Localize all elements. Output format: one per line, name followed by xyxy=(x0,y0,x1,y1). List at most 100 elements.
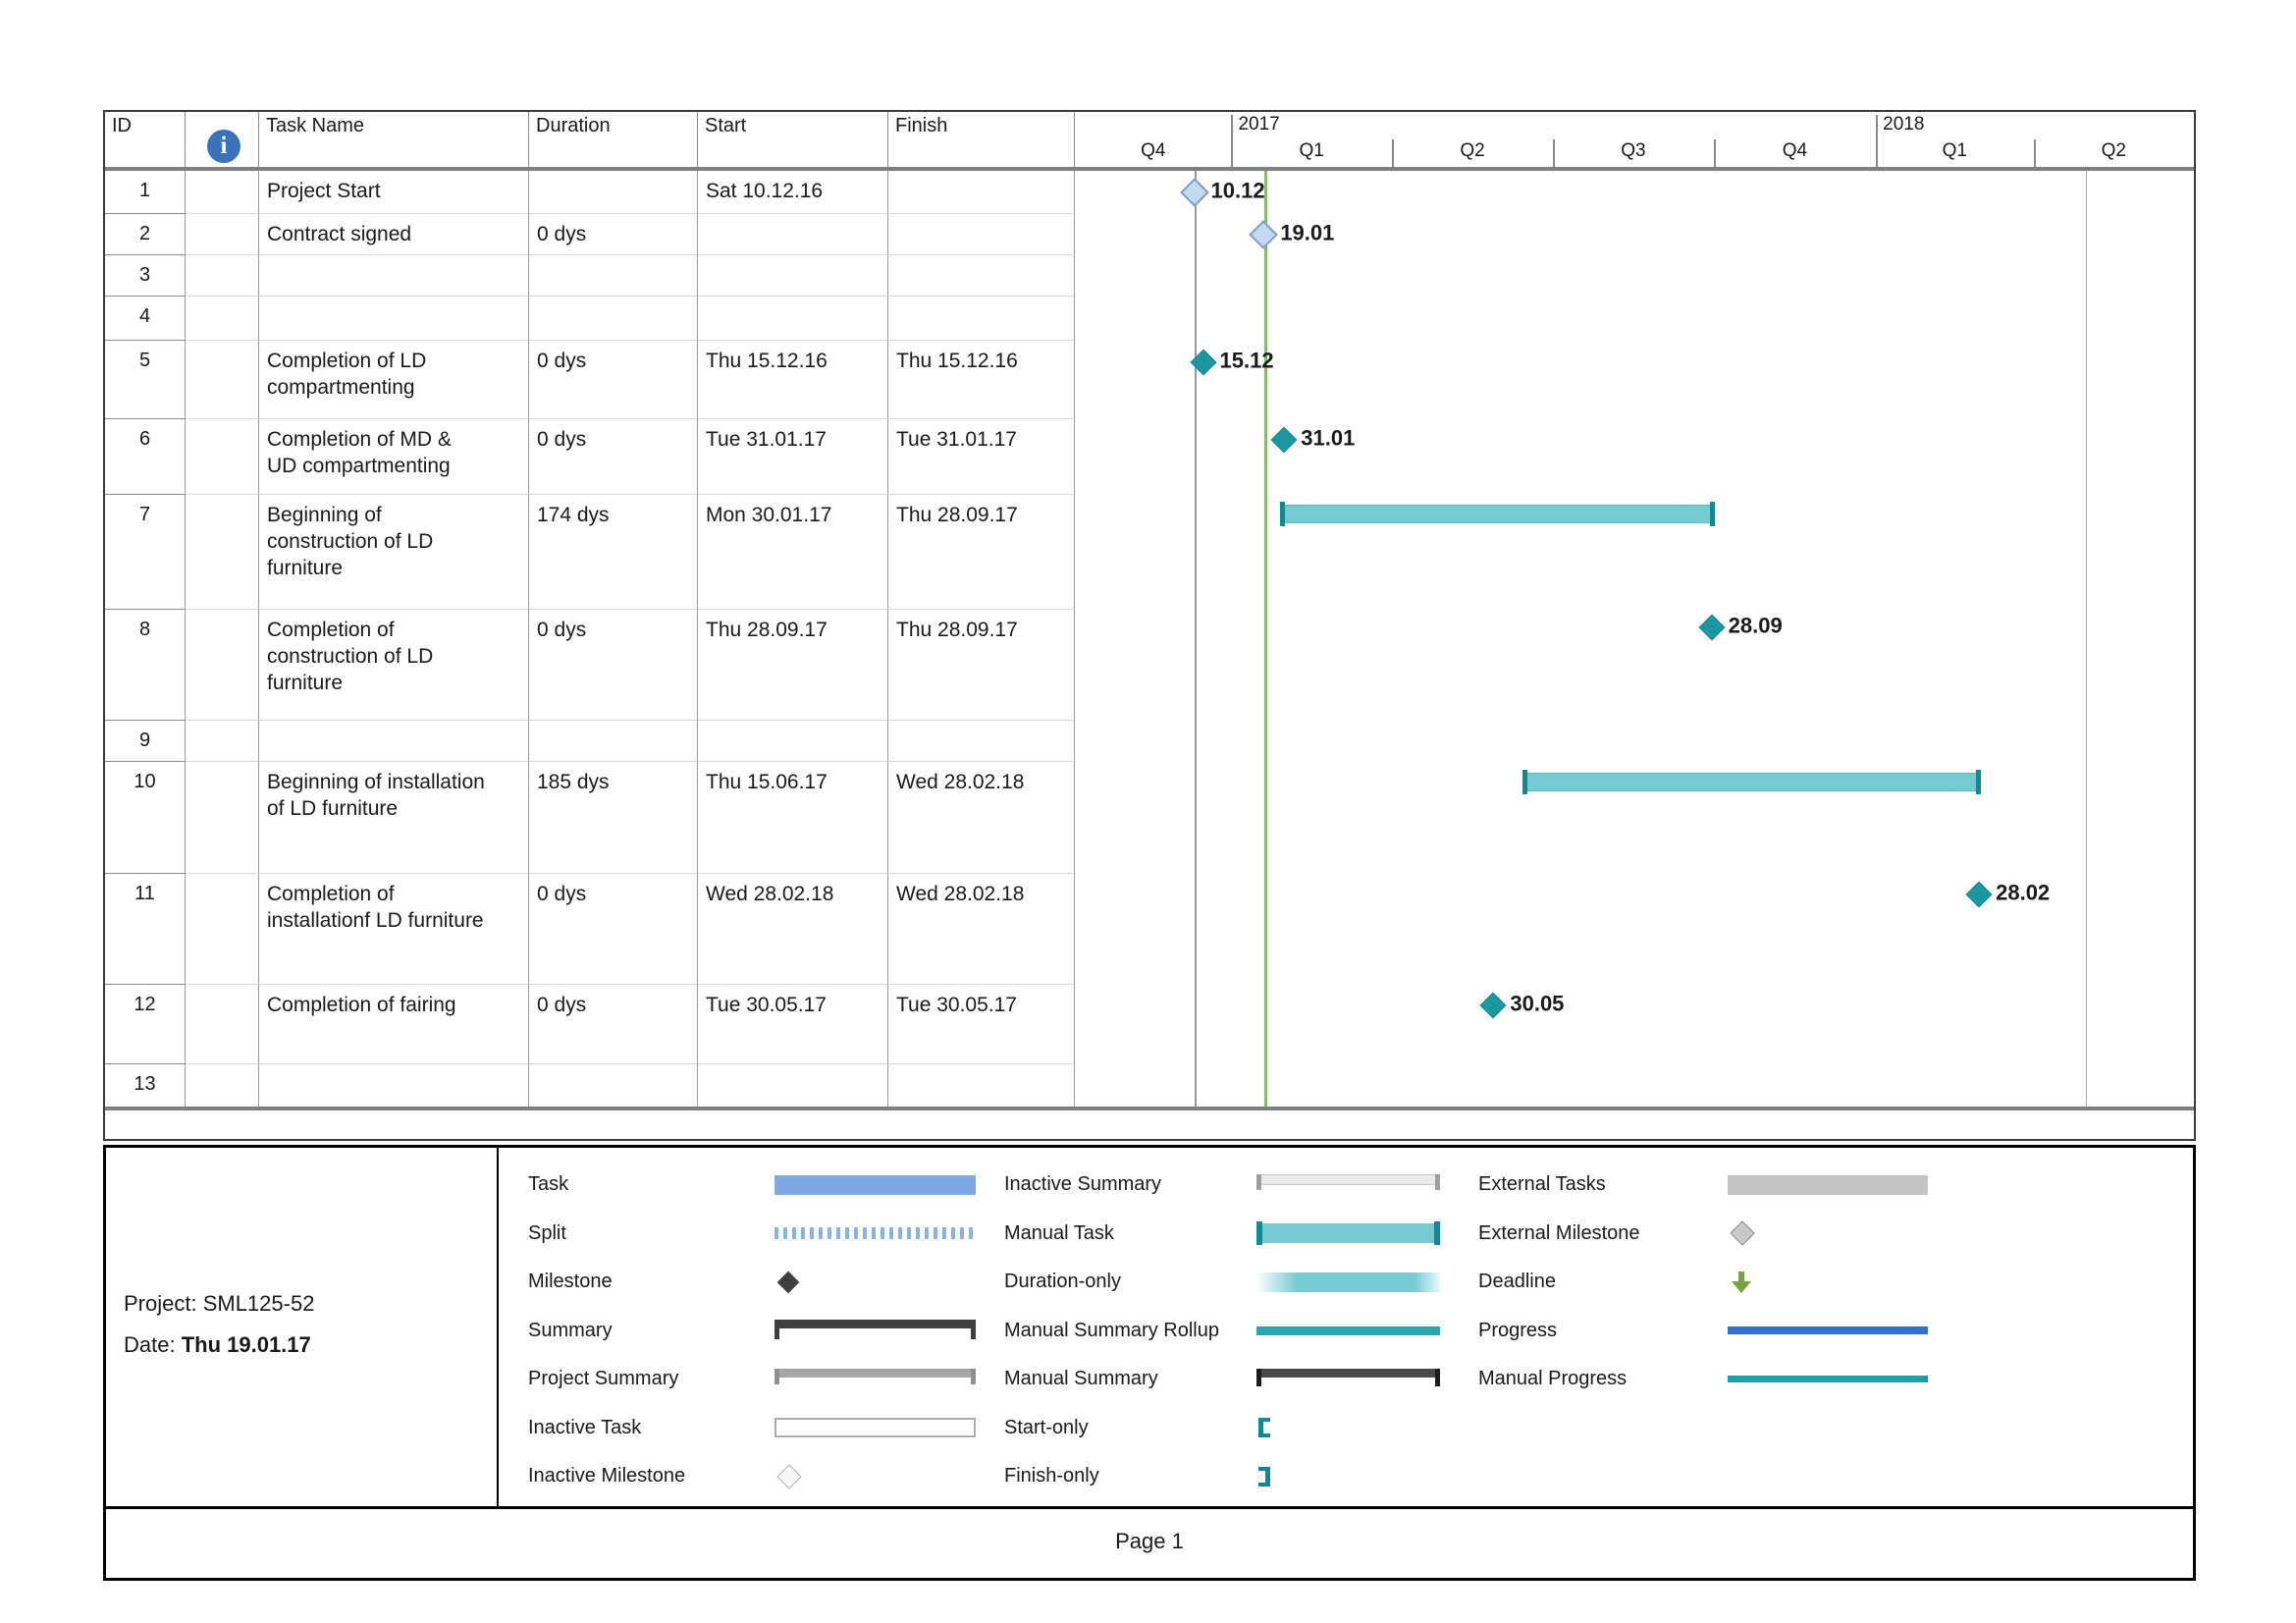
table-row: 7 Beginning of construction of LD furnitu… xyxy=(105,495,1075,610)
quarter-tick xyxy=(1713,139,1716,167)
quarter-label: Q3 xyxy=(1621,140,1646,161)
column-label: Finish xyxy=(895,115,948,136)
legend-entry-label: Manual Task xyxy=(1004,1221,1114,1244)
cell-start: Tue 31.01.17 xyxy=(698,419,888,495)
table-row: 1 Project Start Sat 10.12.16 xyxy=(105,171,1075,214)
report-date: Thu 19.01.17 xyxy=(181,1332,311,1357)
column-label: Task Name xyxy=(266,115,365,136)
quarter-label: Q1 xyxy=(1942,140,1967,161)
legend-entry-label: Manual Summary Rollup xyxy=(1004,1319,1219,1341)
legend-swatch-external-tasks-bar xyxy=(1728,1174,1928,1195)
legend-swatch xyxy=(1728,1317,1928,1344)
cell-duration: 185 dys xyxy=(529,762,698,874)
legend-entry-label: Split xyxy=(528,1221,566,1244)
legend-entry: Summary xyxy=(528,1307,976,1356)
legend-entry: Start-only xyxy=(1004,1404,1440,1453)
cell-finish: Thu 15.12.16 xyxy=(888,341,1075,419)
header-cell-info: i xyxy=(186,112,259,167)
project-label: Project: SML125-52 xyxy=(124,1291,315,1316)
legend-entry: Task xyxy=(528,1161,976,1210)
summary-bar xyxy=(1259,1173,1437,1185)
cell-duration: 0 dys xyxy=(529,985,698,1064)
cell-finish xyxy=(888,1064,1075,1107)
table-row: 9 xyxy=(105,721,1075,762)
legend-swatch xyxy=(1728,1219,1928,1247)
gantt-milestone xyxy=(1965,881,1993,908)
legend-entry-label: Finish-only xyxy=(1004,1465,1099,1488)
cell-duration xyxy=(529,1064,698,1107)
cell-finish: Tue 30.05.17 xyxy=(888,985,1075,1064)
year-label: 2018 xyxy=(1883,114,1925,135)
status-date-line xyxy=(1263,171,1267,1107)
table-row: 12 Completion of fairing 0 dys Tue 30.05.17… xyxy=(105,985,1075,1064)
legend-entry-label: Manual Progress xyxy=(1478,1368,1628,1390)
cell-task-name xyxy=(259,255,529,297)
date-label: Date: Thu 19.01.17 xyxy=(124,1332,311,1357)
quarter-label: Q4 xyxy=(1782,140,1808,161)
table-row: 11 Completion of installationf LD furnitu… xyxy=(105,874,1075,985)
cell-id: 12 xyxy=(105,985,186,1064)
legend-entry: Inactive Milestone xyxy=(528,1452,976,1501)
table-row: 4 xyxy=(105,297,1075,341)
cell-finish xyxy=(888,214,1075,255)
legend-entry: Deadline xyxy=(1478,1258,1928,1307)
gantt-milestone-label: 15.12 xyxy=(1219,348,1274,373)
legend-entry-label: Project Summary xyxy=(528,1368,679,1390)
cell-duration xyxy=(529,297,698,341)
cell-finish: Thu 28.09.17 xyxy=(888,495,1075,610)
quarter-tick xyxy=(1553,139,1556,167)
legend-swatch xyxy=(1256,1463,1440,1490)
legend: Project: SML125-52 Date: Thu 19.01.17 Ta… xyxy=(103,1145,2196,1509)
cell-id: 7 xyxy=(105,495,186,610)
cell-start: Mon 30.01.17 xyxy=(698,495,888,610)
info-icon: i xyxy=(207,130,240,163)
legend-swatch-summary-light xyxy=(1256,1173,1440,1196)
quarter-tick xyxy=(1391,139,1394,167)
gantt-milestone xyxy=(1179,178,1209,207)
cell-finish: Tue 31.01.17 xyxy=(888,419,1075,495)
cell-info xyxy=(186,495,259,610)
cell-start xyxy=(698,255,888,297)
header-cell-start: Start xyxy=(698,112,888,167)
legend-entry: Progress xyxy=(1478,1307,1928,1356)
legend-swatch-inactive-task-bar xyxy=(774,1418,976,1438)
summary-cap-left xyxy=(774,1368,779,1384)
cell-start xyxy=(698,721,888,762)
cell-id: 11 xyxy=(105,874,186,985)
gantt-milestone xyxy=(1249,220,1279,249)
legend-swatch xyxy=(1728,1171,1928,1199)
deadline-arrow-head xyxy=(1732,1280,1751,1293)
cell-finish xyxy=(888,171,1075,214)
legend-swatch xyxy=(774,1171,976,1199)
gantt-pane: 10.12 19.01 15.12 31.01 28.09 28.02 30.05 xyxy=(1075,171,2194,1107)
cell-info xyxy=(186,874,259,985)
gantt-bar xyxy=(1522,770,1982,794)
year-tick xyxy=(1231,115,1234,167)
gantt-milestone-label: 28.02 xyxy=(1996,880,2051,905)
cell-finish: Wed 28.02.18 xyxy=(888,874,1075,985)
cell-id: 5 xyxy=(105,341,186,419)
cell-id: 8 xyxy=(105,610,186,721)
cell-finish: Wed 28.02.18 xyxy=(888,762,1075,874)
cell-task-name: Beginning of construction of LD furnitur… xyxy=(259,495,529,610)
legend-swatch xyxy=(1256,1317,1440,1344)
legend-column-3: External Tasks External Milestone Deadline… xyxy=(1478,1161,1928,1404)
legend-entry: Duration-only xyxy=(1004,1258,1440,1307)
cell-info xyxy=(186,610,259,721)
legend-swatch xyxy=(1256,1366,1440,1393)
summary-cap-right xyxy=(1435,1173,1440,1190)
legend-entry: Project Summary xyxy=(528,1355,976,1404)
legend-swatch-summary-manual xyxy=(1256,1368,1440,1390)
header-divider-line xyxy=(105,167,2194,171)
legend-entry-label: Manual Summary xyxy=(1004,1368,1158,1390)
cell-id: 10 xyxy=(105,762,186,874)
legend-entry: Milestone xyxy=(528,1258,976,1307)
cell-start: Sat 10.12.16 xyxy=(698,171,888,214)
cell-start xyxy=(698,1064,888,1107)
legend-entry-label: External Milestone xyxy=(1478,1221,1640,1244)
legend-entry-label: Duration-only xyxy=(1004,1271,1121,1293)
cell-task-name: Completion of LD compartmenting xyxy=(259,341,529,419)
legend-entry-label: Deadline xyxy=(1478,1271,1556,1293)
cell-id: 1 xyxy=(105,171,186,214)
cell-start: Tue 30.05.17 xyxy=(698,985,888,1064)
